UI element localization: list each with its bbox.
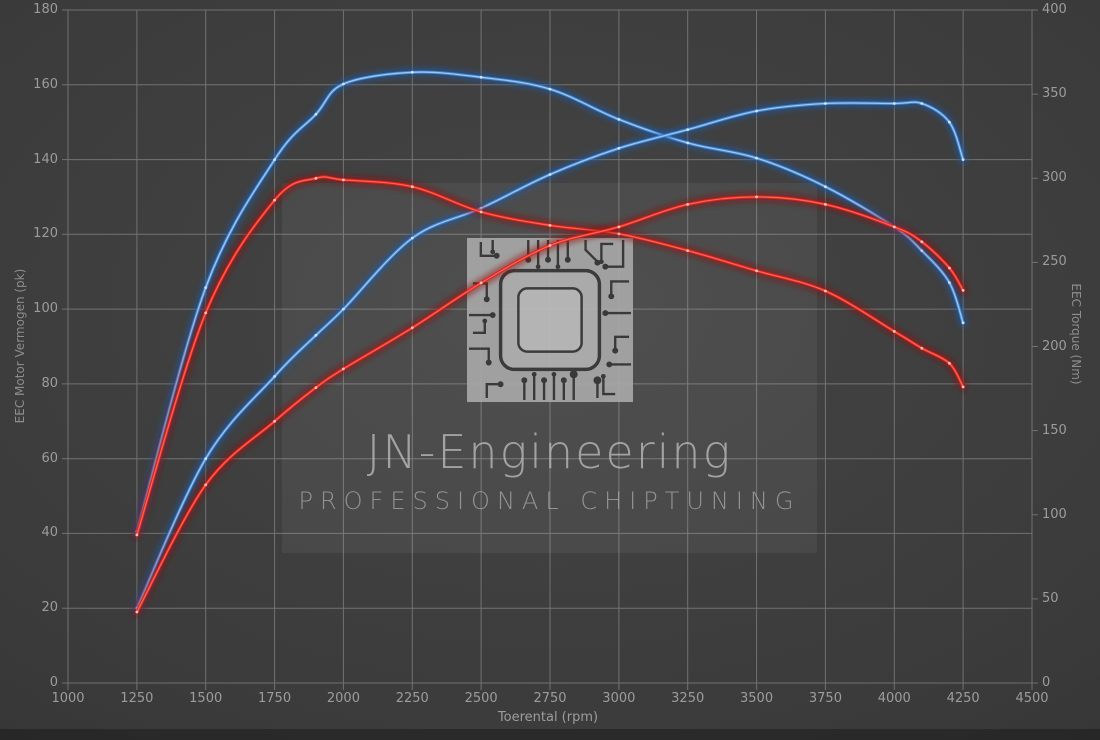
right-tick-label: 400 <box>1042 2 1067 17</box>
left-tick-label: 40 <box>41 525 58 541</box>
right-tick-label: 300 <box>1042 170 1067 186</box>
x-tick-label: 2000 <box>326 691 360 706</box>
x-tick-label: 2500 <box>464 691 498 706</box>
left-tick-label: 20 <box>41 600 58 616</box>
x-tick-label: 4500 <box>1015 691 1049 706</box>
watermark: JN-Engineering PROFESSIONAL CHIPTUNING <box>282 183 817 553</box>
x-tick-label: 2250 <box>395 691 429 706</box>
watermark-title: JN-Engineering <box>366 425 733 479</box>
x-tick-label: 4250 <box>946 691 980 706</box>
x-axis-title: Toerental (rpm) <box>497 710 599 725</box>
right-tick-label: 100 <box>1042 506 1067 522</box>
left-tick-label: 180 <box>33 2 58 17</box>
left-tick-label: 80 <box>41 375 58 391</box>
left-tick-label: 160 <box>33 76 58 92</box>
left-axis-title: EEC Motor Vermogen (pk) <box>13 268 27 424</box>
right-tick-label: 250 <box>1042 254 1067 270</box>
curve-torque-red <box>132 172 968 540</box>
right-tick-label: 150 <box>1042 422 1067 438</box>
x-tick-label: 1750 <box>258 691 292 706</box>
chip-icon <box>466 237 633 403</box>
x-tick-label: 3750 <box>808 691 842 706</box>
x-tick-label: 3000 <box>602 691 636 706</box>
right-tick-label: 50 <box>1042 590 1059 606</box>
left-tick-label: 100 <box>33 301 58 317</box>
x-tick-label: 3250 <box>671 691 705 706</box>
right-tick-label: 0 <box>1042 675 1051 690</box>
x-tick-label: 2750 <box>533 691 567 706</box>
x-tick-label: 1500 <box>189 691 223 706</box>
left-tick-label: 140 <box>33 151 58 167</box>
right-tick-label: 200 <box>1042 338 1067 354</box>
curve-power-blue <box>132 97 968 613</box>
window-bottom-edge <box>0 729 1100 740</box>
x-tick-label: 1250 <box>120 691 154 706</box>
curve-torque-blue <box>132 67 968 537</box>
left-tick-label: 60 <box>41 450 58 466</box>
curve-power-red <box>132 192 968 617</box>
right-tick-label: 350 <box>1042 86 1067 102</box>
watermark-subtitle: PROFESSIONAL CHIPTUNING <box>298 487 801 515</box>
right-axis-title: EEC Torque (Nm) <box>1069 283 1083 385</box>
left-tick-label: 0 <box>49 675 58 690</box>
x-tick-label: 1000 <box>51 691 85 706</box>
x-tick-label: 3500 <box>740 691 774 706</box>
left-tick-label: 120 <box>33 226 58 242</box>
x-tick-label: 4000 <box>877 691 911 706</box>
